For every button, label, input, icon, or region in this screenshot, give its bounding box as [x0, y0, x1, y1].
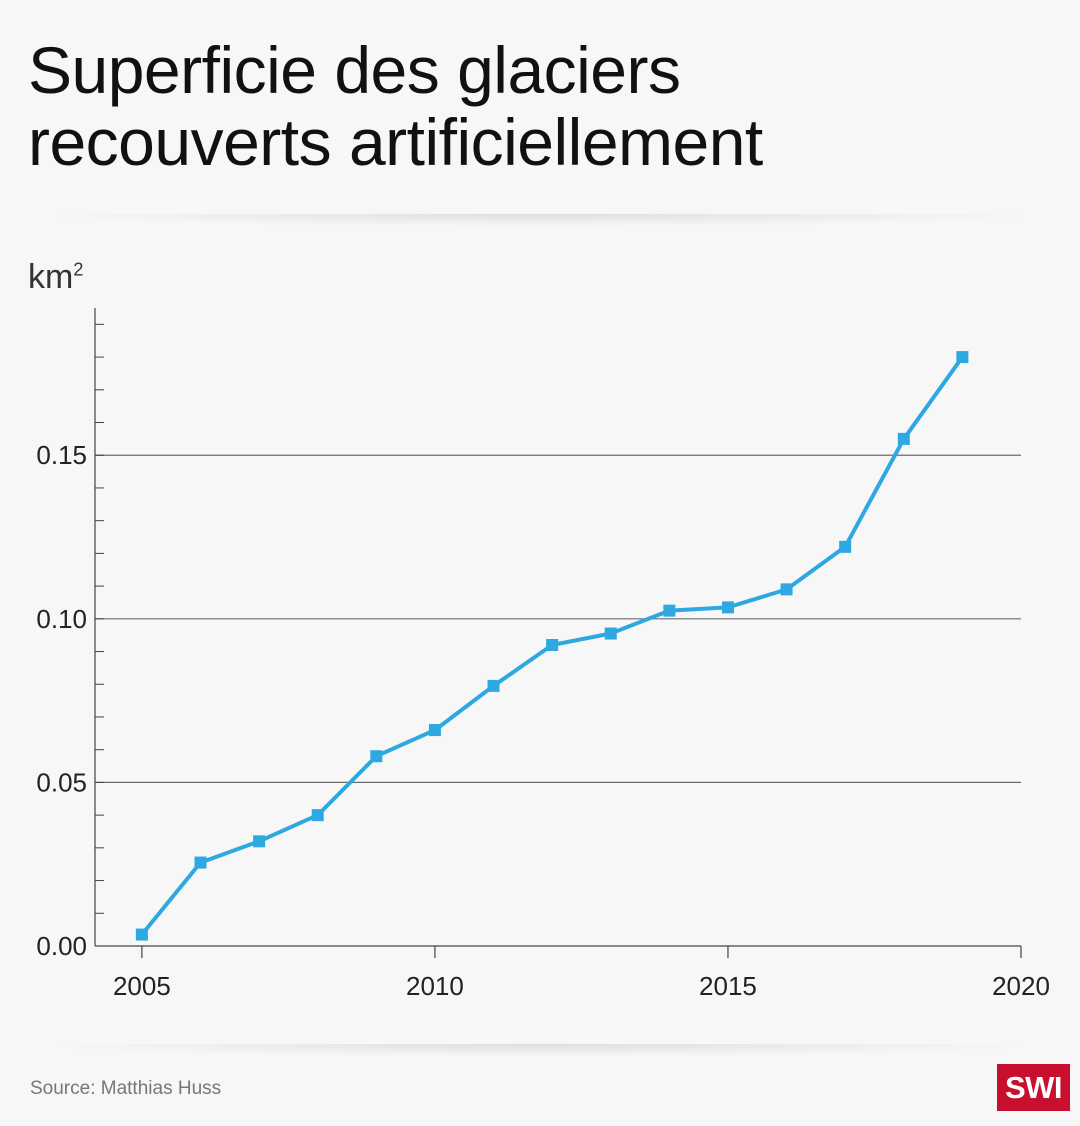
divider-bottom [60, 1044, 1020, 1056]
y-tick-label-0: 0.00 [36, 931, 87, 961]
data-point-2007 [253, 835, 266, 848]
source-note: Source: Matthias Huss [30, 1078, 222, 1099]
line-chart: 0.00 0.05 0.10 0.15 2005 2010 2015 2020 [36, 308, 1050, 1001]
y-tick-label-2: 0.10 [36, 604, 87, 634]
x-tick-label-1: 2010 [406, 971, 464, 1001]
y-axis-unit-exponent: 2 [73, 259, 84, 280]
chart-title-line-1: Superficie des glaciers [28, 33, 681, 107]
data-point-2006 [194, 856, 207, 869]
chart-title: Superficie des glaciers recouverts artif… [28, 34, 1048, 178]
data-point-2012 [546, 638, 559, 651]
data-point-2009 [370, 750, 383, 763]
x-tick-label-2: 2015 [699, 971, 757, 1001]
data-point-2018 [897, 432, 910, 445]
divider-top [60, 214, 1020, 226]
y-tick-label-3: 0.15 [36, 440, 87, 470]
y-axis-unit: km [28, 258, 74, 296]
data-point-2013 [604, 627, 617, 640]
data-point-2015 [721, 601, 734, 614]
data-point-2010 [428, 724, 441, 737]
y-tick-label-1: 0.05 [36, 767, 87, 797]
chart-title-line-2: recouverts artificiellement [28, 105, 763, 179]
x-tick-label-3: 2020 [992, 971, 1050, 1001]
data-point-2005 [135, 928, 148, 941]
data-point-2016 [780, 583, 793, 596]
data-point-2019 [956, 351, 969, 364]
data-point-2014 [663, 604, 676, 617]
data-point-2017 [839, 540, 852, 553]
swi-logo: SWI [997, 1064, 1070, 1111]
data-point-2008 [311, 809, 324, 822]
x-tick-label-0: 2005 [113, 971, 171, 1001]
data-point-2011 [487, 679, 500, 692]
y-axis-label: km2 [28, 258, 83, 297]
